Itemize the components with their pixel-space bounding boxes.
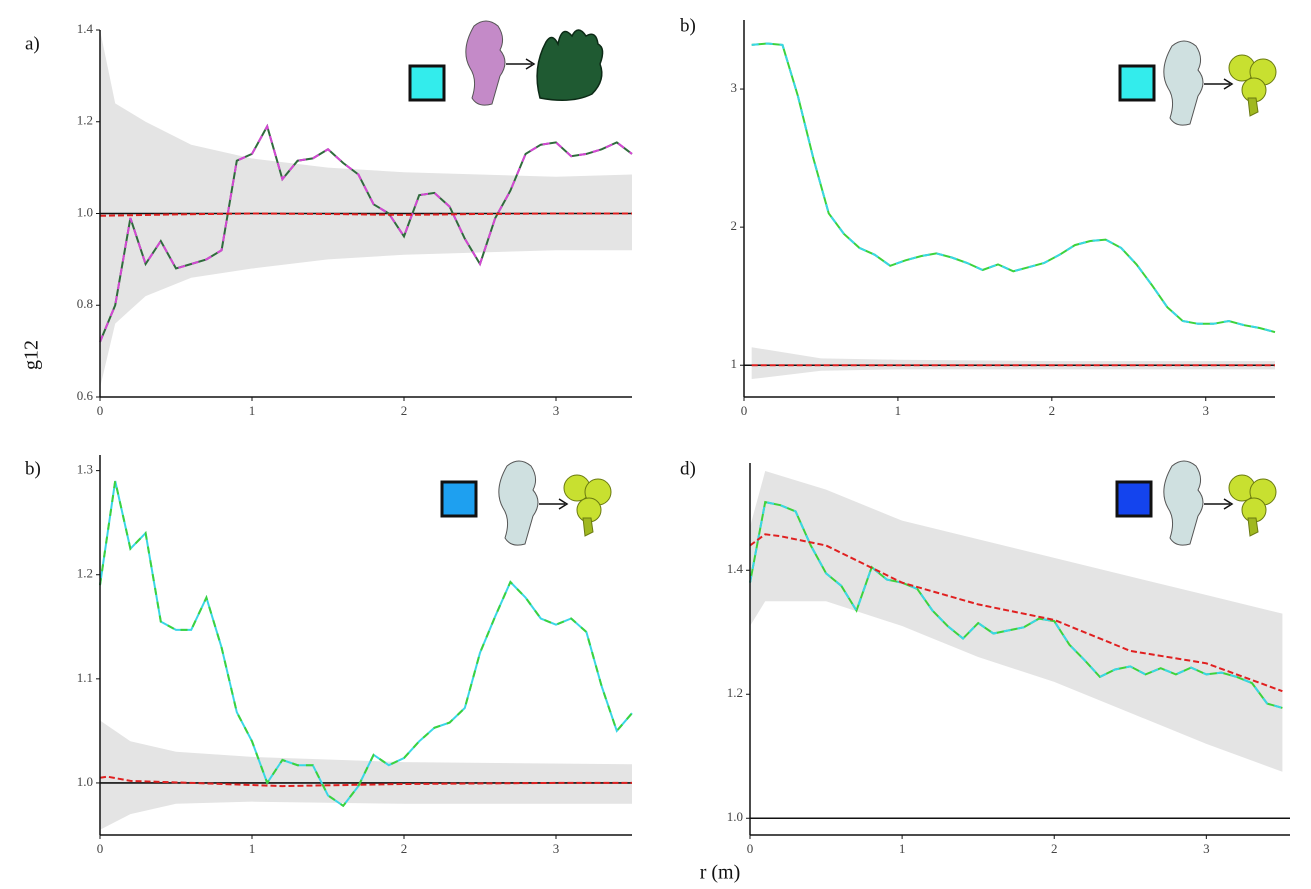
panel-label: a) bbox=[25, 33, 40, 54]
envelope bbox=[750, 471, 1282, 772]
legend-swatch bbox=[1117, 482, 1151, 516]
x-tick-label: 2 bbox=[1049, 403, 1056, 418]
x-tick-label: 1 bbox=[899, 841, 906, 856]
y-tick-label: 1.2 bbox=[77, 566, 93, 581]
y-tick-label: 1.4 bbox=[727, 561, 744, 576]
envelope bbox=[752, 347, 1275, 379]
page: {"ylabel": "g12", "xlabel": "r (m)", "ch… bbox=[0, 0, 1311, 889]
figure: g12 r (m) 0.6 0.8 1.0 1.2 1.4 0 1 2 3 a) 1 2 3 0 1 2 3 b)… bbox=[0, 0, 1311, 889]
legend-swatch bbox=[410, 66, 444, 100]
panel-label: b) bbox=[25, 458, 41, 479]
species-icon bbox=[1164, 461, 1276, 545]
x-tick-label: 3 bbox=[1203, 841, 1210, 856]
envelope bbox=[100, 720, 632, 829]
x-tick-label: 1 bbox=[249, 403, 256, 418]
legend-swatch bbox=[442, 482, 476, 516]
y-tick-label: 0.6 bbox=[77, 388, 94, 403]
x-tick-label: 2 bbox=[401, 841, 408, 856]
alga-stem bbox=[1248, 98, 1258, 116]
x-tick-label: 3 bbox=[553, 841, 560, 856]
y-tick-label: 1 bbox=[731, 356, 738, 371]
y-tick-label: 0.8 bbox=[77, 296, 93, 311]
species-icon bbox=[499, 461, 611, 545]
coral-icon bbox=[1164, 461, 1203, 545]
y-tick-label: 1.1 bbox=[77, 670, 93, 685]
y-tick-label: 1.0 bbox=[727, 809, 743, 824]
y-tick-label: 1.0 bbox=[77, 204, 93, 219]
panel-label: d) bbox=[680, 458, 696, 479]
species-icon bbox=[1164, 41, 1276, 125]
x-axis-label: r (m) bbox=[700, 862, 741, 884]
coral-icon bbox=[1164, 41, 1203, 125]
x-tick-label: 0 bbox=[741, 403, 748, 418]
alga-stem bbox=[1248, 518, 1258, 536]
x-tick-label: 1 bbox=[895, 403, 902, 418]
coral-icon bbox=[537, 30, 602, 100]
x-tick-label: 0 bbox=[97, 403, 104, 418]
y-tick-label: 1.2 bbox=[77, 113, 93, 128]
x-tick-label: 2 bbox=[1051, 841, 1058, 856]
coral-icon bbox=[466, 21, 505, 105]
y-tick-label: 1.0 bbox=[77, 774, 93, 789]
y-tick-label: 3 bbox=[731, 80, 738, 95]
x-tick-label: 1 bbox=[249, 841, 256, 856]
legend-swatch bbox=[1120, 66, 1154, 100]
y-tick-label: 1.4 bbox=[77, 21, 94, 36]
x-tick-label: 0 bbox=[747, 841, 754, 856]
y-tick-label: 2 bbox=[731, 218, 738, 233]
y-tick-label: 1.3 bbox=[77, 462, 93, 477]
coral-icon bbox=[499, 461, 538, 545]
x-tick-label: 0 bbox=[97, 841, 104, 856]
y-axis-label: g12 bbox=[21, 340, 43, 370]
y-tick-label: 1.2 bbox=[727, 685, 743, 700]
x-tick-label: 2 bbox=[401, 403, 408, 418]
x-tick-label: 3 bbox=[553, 403, 560, 418]
alga-stem bbox=[583, 518, 593, 536]
species-icon bbox=[466, 21, 603, 105]
x-tick-label: 3 bbox=[1202, 403, 1209, 418]
panel-label: b) bbox=[680, 15, 696, 36]
